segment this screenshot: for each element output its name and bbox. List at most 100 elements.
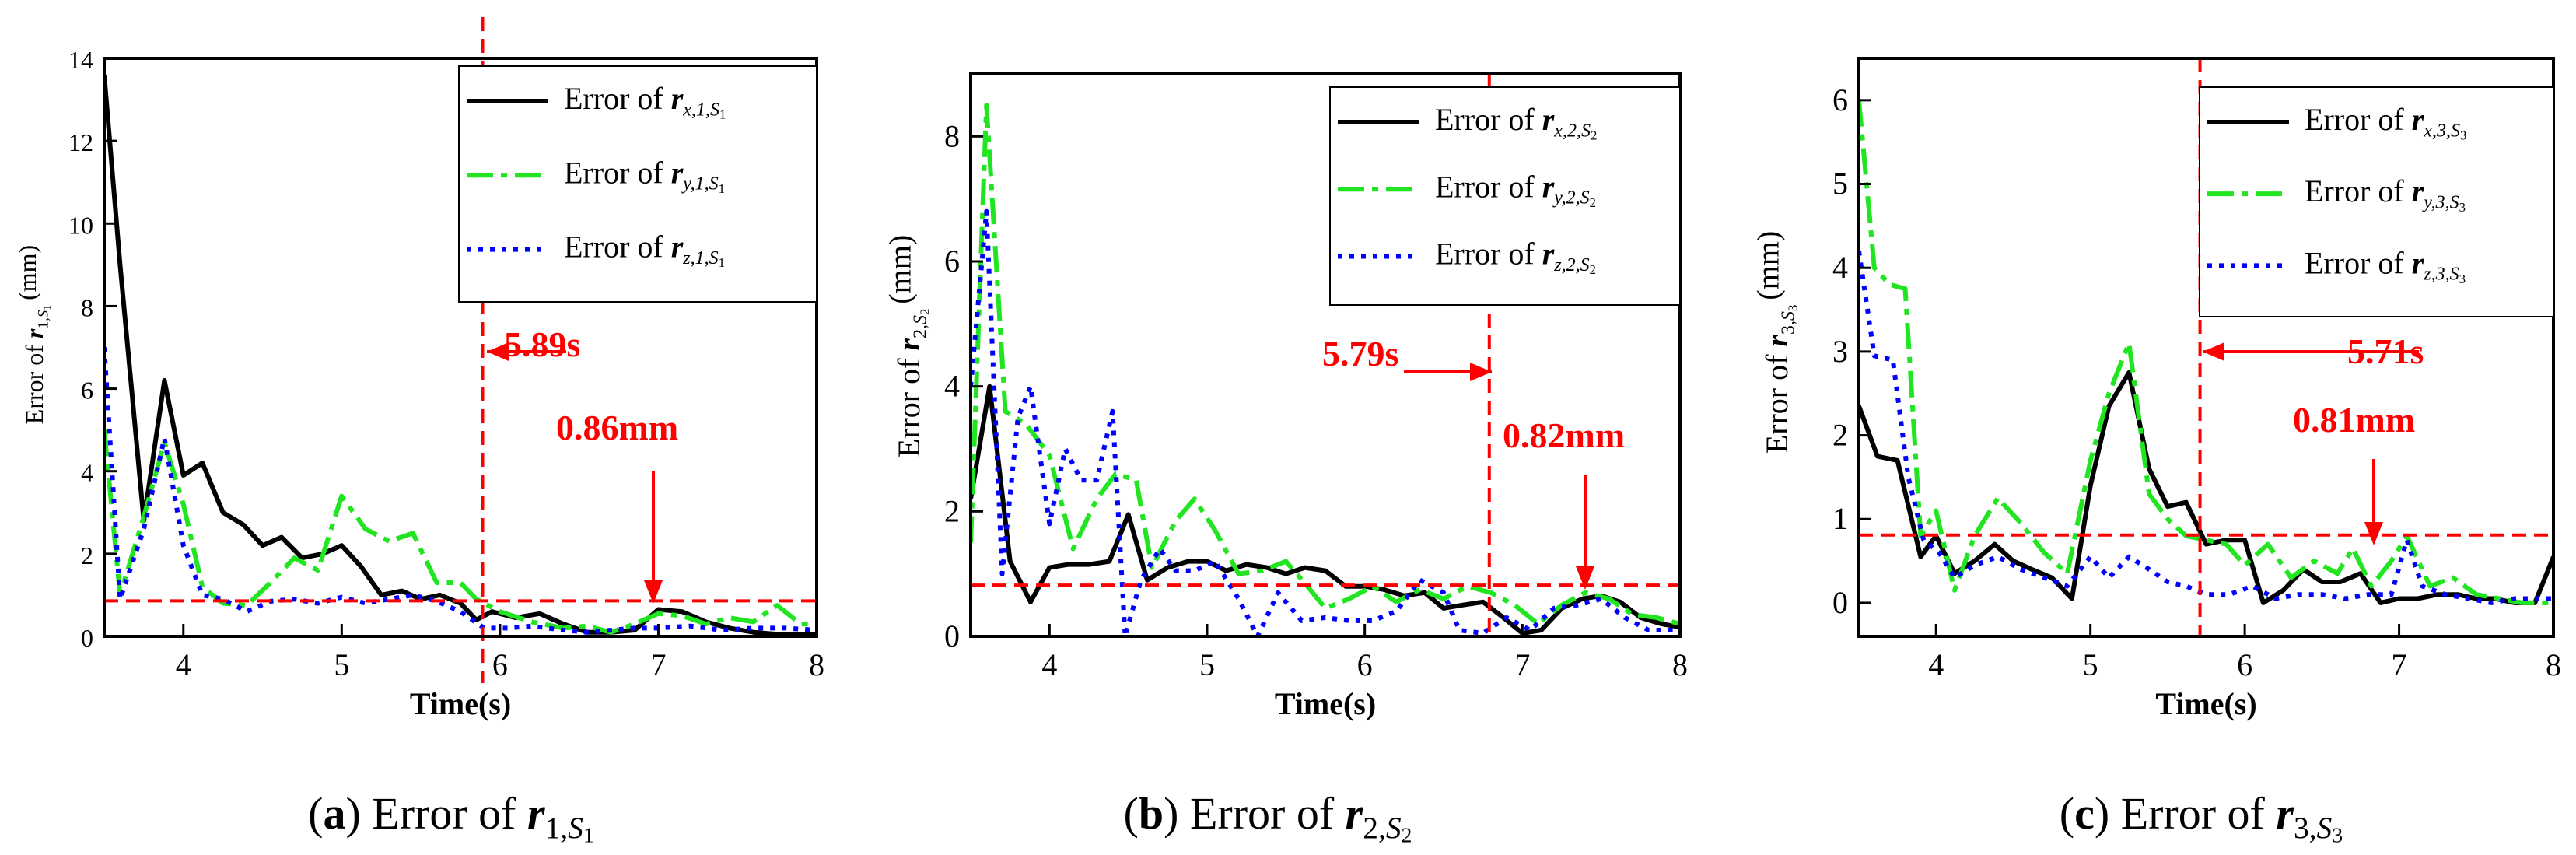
caption-sub: S [1386, 811, 1402, 845]
y-label-sub-s: S [910, 315, 930, 324]
y-label-unit: (mm) [13, 245, 41, 300]
y-label-subsub: 1 [41, 305, 53, 310]
y-tick-label: 6 [81, 377, 93, 405]
value-annotation: 0.82mm [1503, 415, 1625, 455]
legend-symbol: r [2412, 173, 2424, 208]
y-axis-label: Error of r1,S1(mm) [13, 245, 53, 424]
y-axis-label: Error of r2,S2(mm) [883, 235, 933, 458]
legend-text: Error of [2305, 102, 2412, 137]
series-group [971, 103, 1680, 636]
y-tick-label: 0 [81, 624, 93, 652]
y-label-sub: 2, [910, 324, 930, 338]
y-label-subsub: 2 [918, 309, 933, 315]
legend-sub: x,3, [2423, 121, 2451, 141]
x-tick-label: 5 [2083, 647, 2098, 682]
y-label-sub: 3, [1778, 321, 1798, 335]
legend-symbol: r [2412, 245, 2424, 280]
legend-sub-s: S [1581, 121, 1591, 141]
legend-subsub: 3 [2459, 272, 2466, 286]
legend-sub-s: S [1580, 255, 1590, 275]
y-label-sub: 1, [36, 317, 52, 328]
legend-entry-x: Error of rx,3,S3 [2305, 102, 2466, 143]
legend-subsub: 2 [1591, 128, 1597, 143]
series-line-z [971, 208, 1680, 636]
x-tick-label: 6 [2237, 647, 2252, 682]
y-tick-label: 4 [81, 459, 93, 487]
y-label-unit: (mm) [883, 235, 918, 304]
series-line-x [1859, 370, 2553, 605]
series-line-z [104, 347, 817, 635]
caption-symbol: r [1346, 788, 1363, 839]
x-axis-label: Time(s) [1275, 686, 1376, 721]
series-line-z [1859, 251, 2553, 605]
legend-sub: y,1, [681, 174, 709, 194]
time-arrow-head [2203, 342, 2224, 361]
legend-sub: x,1, [682, 100, 710, 120]
legend-sub-s: S [2451, 121, 2460, 141]
legend-symbol: r [1542, 102, 1555, 137]
caption-index: 2, [1363, 811, 1386, 845]
legend-symbol: r [1542, 237, 1555, 272]
legend-subsub: 3 [2459, 200, 2466, 215]
legend-symbol: r [1542, 169, 1555, 204]
y-label-sub-s: S [36, 310, 52, 317]
x-axis-label: Time(s) [2155, 686, 2256, 721]
legend-text: Error of [1435, 102, 1542, 137]
caption-letter: b [1139, 788, 1164, 839]
legend-sub-s: S [709, 174, 719, 194]
y-tick-label: 14 [68, 46, 93, 74]
caption-letter: a [324, 788, 346, 839]
x-tick-label: 6 [492, 647, 508, 682]
legend-sub: z,3, [2423, 265, 2449, 285]
legend-entry-x: Error of rx,2,S2 [1435, 102, 1597, 143]
y-label-sub-s: S [1778, 311, 1798, 321]
x-tick-label: 8 [2546, 647, 2561, 682]
y-label-prefix: Error of [20, 338, 48, 424]
time-arrow-head [487, 342, 509, 361]
caption-subsub: 1 [583, 823, 594, 847]
x-tick-label: 4 [1928, 647, 1944, 682]
legend-text: Error of [1435, 169, 1542, 204]
legend-sub: y,3, [2422, 193, 2449, 213]
caption-subsub: 3 [2332, 823, 2343, 847]
legend-text: Error of [564, 155, 671, 190]
caption-symbol: r [2276, 788, 2294, 839]
y-tick-label: 0 [944, 618, 960, 654]
x-axis-label: Time(s) [410, 686, 511, 721]
x-tick-label: 4 [176, 647, 191, 682]
caption-text: ) Error of [1164, 788, 1346, 839]
legend-sub: z,2, [1553, 255, 1580, 275]
value-arrow-head [1576, 566, 1594, 590]
caption-letter: c [2074, 788, 2095, 839]
panel-caption: (a) Error of r1,S1 [308, 788, 594, 847]
plot-frame [1857, 57, 2555, 638]
legend-entry-y: Error of ry,2,S2 [1435, 169, 1596, 210]
legend-symbol: r [671, 155, 684, 190]
caption-text: ) Error of [2095, 788, 2277, 839]
legend-symbol: r [2412, 102, 2424, 137]
time-annotation: 5.79s [1322, 334, 1398, 373]
legend-sub-s: S [710, 100, 719, 120]
value-annotation: 0.86mm [556, 408, 678, 447]
legend-subsub: 1 [719, 107, 726, 122]
y-tick-label: 4 [944, 369, 960, 404]
x-tick-label: 7 [650, 647, 666, 682]
value-arrow-head [2364, 522, 2383, 545]
legend-subsub: 2 [1590, 195, 1596, 210]
y-label-symbol: r [1759, 335, 1794, 347]
caption-sub: S [568, 811, 583, 845]
legend-entry-z: Error of rz,3,S3 [2305, 245, 2466, 286]
legend-subsub: 3 [2460, 128, 2466, 143]
legend-text: Error of [564, 230, 671, 265]
plot-frame [103, 57, 818, 638]
y-label-symbol: r [891, 338, 926, 351]
caption-symbol: r [527, 788, 545, 839]
y-tick-label: 0 [1832, 585, 1848, 620]
legend-box [458, 65, 817, 303]
time-arrow-head [1470, 363, 1492, 381]
legend-symbol: r [671, 81, 684, 116]
y-tick-label: 4 [1832, 250, 1848, 285]
caption-text: ) Error of [346, 788, 528, 839]
legend-sub-s: S [1580, 188, 1590, 208]
